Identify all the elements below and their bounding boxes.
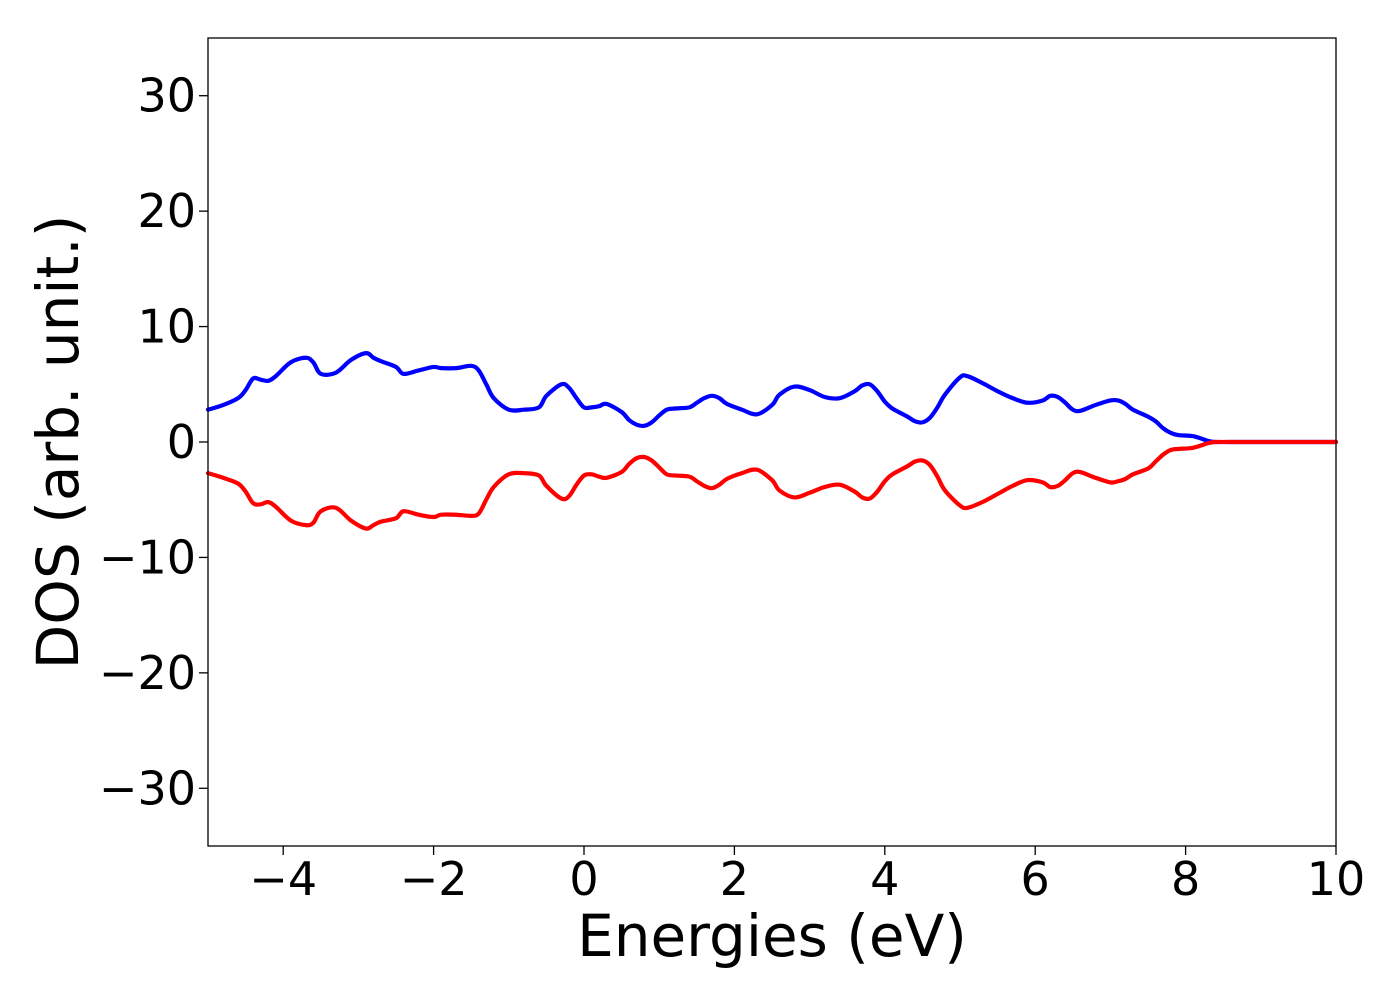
series-layer (205, 351, 1339, 531)
y-tick-label: 10 (137, 300, 196, 354)
y-tick-label: −10 (99, 530, 196, 584)
y-axis: 30 20 10 0 −10 −20 −30 (99, 69, 208, 815)
x-tick-label: −2 (400, 852, 468, 906)
x-tick-label: 2 (720, 852, 749, 906)
y-tick-label: 0 (167, 415, 196, 469)
y-tick-label: 20 (137, 184, 196, 238)
x-tick-label: 4 (870, 852, 899, 906)
x-tick-label: 10 (1307, 852, 1366, 906)
y-tick-label: −30 (99, 761, 196, 815)
x-tick-label: −4 (249, 852, 317, 906)
x-tick-label: 0 (569, 852, 598, 906)
x-axis-title: Energies (eV) (577, 902, 967, 970)
dos-up-line (205, 351, 1339, 445)
dos-down-line (205, 439, 1339, 531)
x-axis: −4 −2 0 2 4 6 8 10 (249, 846, 1365, 906)
y-tick-label: 30 (137, 69, 196, 123)
x-tick-label: 8 (1171, 852, 1200, 906)
y-axis-title: DOS (arb. unit.) (24, 215, 92, 670)
y-tick-label: −20 (99, 646, 196, 700)
x-tick-label: 6 (1021, 852, 1050, 906)
plot-background (208, 38, 1336, 846)
